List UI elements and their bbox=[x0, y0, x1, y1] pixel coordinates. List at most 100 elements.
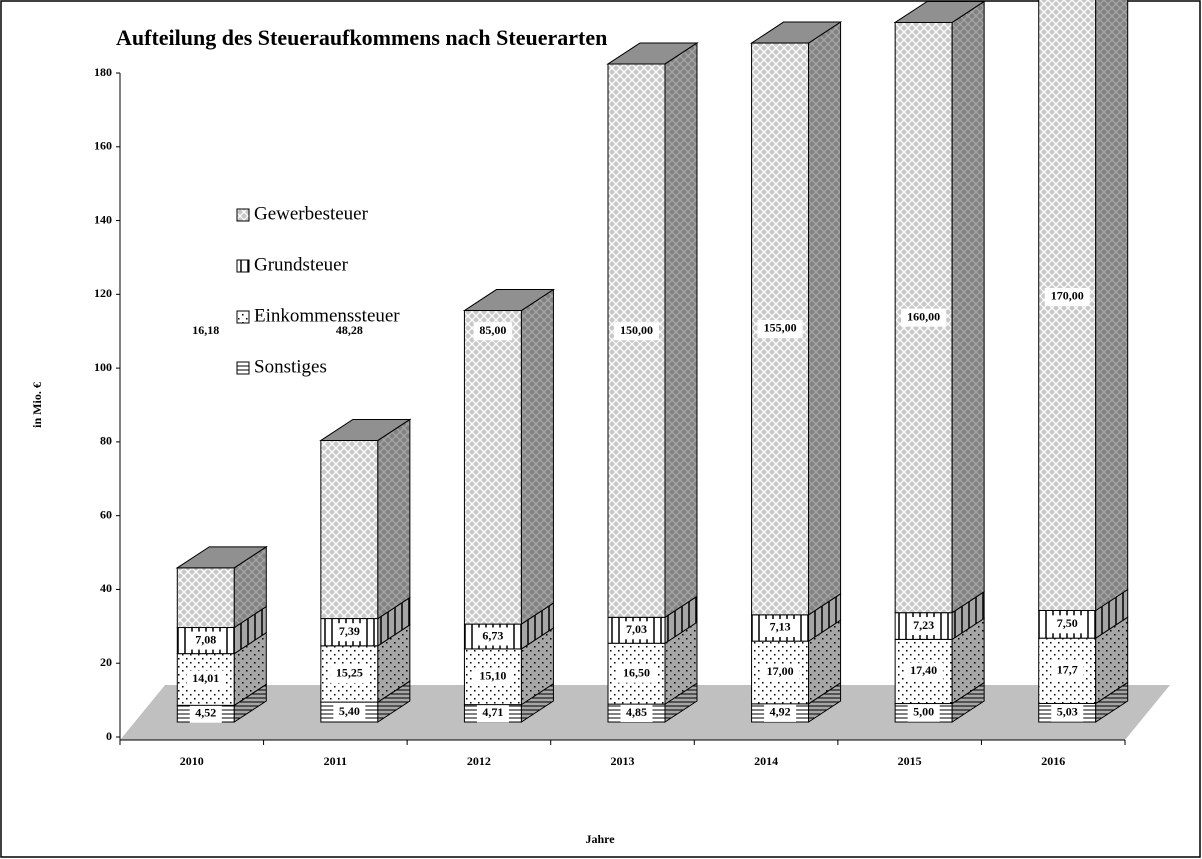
value-label-box bbox=[186, 322, 226, 341]
y-tick-label: 80 bbox=[100, 434, 112, 448]
value-label: 15,25 bbox=[336, 666, 363, 680]
x-tick-label: 2010 bbox=[180, 754, 204, 768]
bar-side-shade bbox=[665, 596, 697, 644]
bar-side bbox=[1095, 0, 1129, 612]
value-label: 15,10 bbox=[479, 669, 506, 683]
bar-top bbox=[175, 546, 268, 569]
value-label-box bbox=[907, 617, 940, 636]
bar-side-shade bbox=[234, 632, 267, 706]
value-label-box bbox=[189, 704, 222, 723]
value-label-box bbox=[1051, 703, 1084, 722]
value-label: 6,73 bbox=[482, 628, 503, 642]
bar-side-shade bbox=[521, 683, 554, 722]
x-axis-title: Jahre bbox=[585, 832, 615, 846]
bar-top bbox=[319, 418, 412, 441]
x-tick-label: 2012 bbox=[467, 754, 491, 768]
bar-side-shade bbox=[377, 597, 410, 646]
bar-side-shade bbox=[952, 618, 985, 704]
bar-side-shade bbox=[665, 622, 697, 705]
value-label-box bbox=[476, 627, 509, 646]
bar-side-shade bbox=[808, 620, 841, 704]
bar-side-shade bbox=[1095, 0, 1128, 611]
bar-segment bbox=[607, 63, 666, 618]
value-label-box bbox=[330, 322, 369, 341]
bar-side-shade bbox=[952, 591, 985, 640]
bar-side-shade bbox=[1095, 617, 1128, 704]
bar-top bbox=[893, 0, 986, 23]
value-label: 170,00 bbox=[1051, 289, 1084, 303]
value-label-box bbox=[764, 703, 797, 722]
bar-side-shade bbox=[952, 1, 985, 613]
value-label: 5,40 bbox=[339, 704, 360, 718]
value-label-box bbox=[189, 631, 222, 650]
value-label-box bbox=[1044, 287, 1090, 306]
value-label: 7,50 bbox=[1057, 616, 1078, 630]
bar-side-shade bbox=[377, 681, 410, 722]
value-label-box bbox=[620, 704, 653, 723]
bar-side-shade bbox=[808, 682, 841, 722]
x-tick-label: 2016 bbox=[1041, 754, 1065, 768]
legend-label: Sonstiges bbox=[254, 356, 327, 377]
bar-side-shade bbox=[665, 683, 697, 722]
value-label-box bbox=[1051, 661, 1084, 680]
value-label: 16,18 bbox=[192, 323, 219, 337]
value-label-box bbox=[186, 670, 226, 689]
y-tick-label: 40 bbox=[100, 581, 112, 595]
x-tick-label: 2015 bbox=[898, 754, 922, 768]
bar-side-shade bbox=[521, 627, 554, 705]
y-axis-title: in Mio. € bbox=[30, 382, 44, 428]
legend-swatch bbox=[236, 361, 250, 375]
value-label-box bbox=[760, 663, 800, 682]
value-label-box bbox=[907, 703, 940, 722]
value-label-box bbox=[620, 621, 653, 640]
value-label-box bbox=[614, 322, 659, 341]
legend-label: Einkommenssteuer bbox=[254, 305, 400, 326]
bar-side-shade bbox=[1095, 589, 1128, 639]
bar-side-shade bbox=[377, 624, 410, 703]
value-label-box bbox=[1051, 615, 1084, 634]
value-label: 4,85 bbox=[626, 705, 647, 719]
y-tick-label: 20 bbox=[100, 655, 112, 669]
bar-segment bbox=[463, 310, 522, 625]
value-label: 4,92 bbox=[770, 705, 791, 719]
value-label-box bbox=[904, 662, 943, 681]
value-label: 7,39 bbox=[339, 624, 360, 638]
legend-label: Grundsteuer bbox=[254, 254, 349, 275]
value-label: 5,00 bbox=[913, 705, 934, 719]
value-label: 17,40 bbox=[910, 663, 937, 677]
value-label: 155,00 bbox=[764, 321, 797, 335]
value-label: 150,00 bbox=[620, 323, 653, 337]
value-label: 160,00 bbox=[907, 309, 940, 323]
y-tick-label: 60 bbox=[100, 507, 112, 521]
value-label-box bbox=[764, 618, 797, 637]
value-label-box bbox=[757, 319, 803, 338]
value-label: 7,03 bbox=[626, 622, 647, 636]
value-label-box bbox=[333, 703, 366, 722]
value-label: 17,7 bbox=[1057, 663, 1078, 677]
bar-side-shade bbox=[234, 684, 267, 722]
legend-swatch bbox=[236, 310, 250, 324]
value-label: 4,71 bbox=[482, 705, 503, 719]
legend-swatch bbox=[236, 208, 250, 222]
bar-top bbox=[606, 42, 699, 65]
value-label-box bbox=[333, 623, 366, 642]
value-label: 16,50 bbox=[623, 665, 650, 679]
y-tick-label: 180 bbox=[94, 65, 112, 79]
value-label: 7,13 bbox=[770, 620, 791, 634]
value-label-box bbox=[330, 664, 369, 683]
bar-side-shade bbox=[665, 42, 697, 618]
bar-top bbox=[749, 21, 843, 44]
value-label-box bbox=[617, 664, 656, 683]
y-tick-label: 140 bbox=[94, 212, 112, 226]
bar-top bbox=[462, 289, 556, 312]
bar-side-shade bbox=[808, 22, 841, 615]
x-tick-label: 2014 bbox=[754, 754, 778, 768]
value-label: 17,00 bbox=[767, 664, 794, 678]
bar-side-shade bbox=[521, 603, 554, 649]
value-label: 7,08 bbox=[195, 632, 216, 646]
value-label: 14,01 bbox=[192, 671, 219, 685]
bar-side-shade bbox=[377, 419, 410, 619]
chart-title: Aufteilung des Steueraufkommens nach Ste… bbox=[116, 25, 607, 50]
y-tick-label: 0 bbox=[106, 729, 112, 743]
